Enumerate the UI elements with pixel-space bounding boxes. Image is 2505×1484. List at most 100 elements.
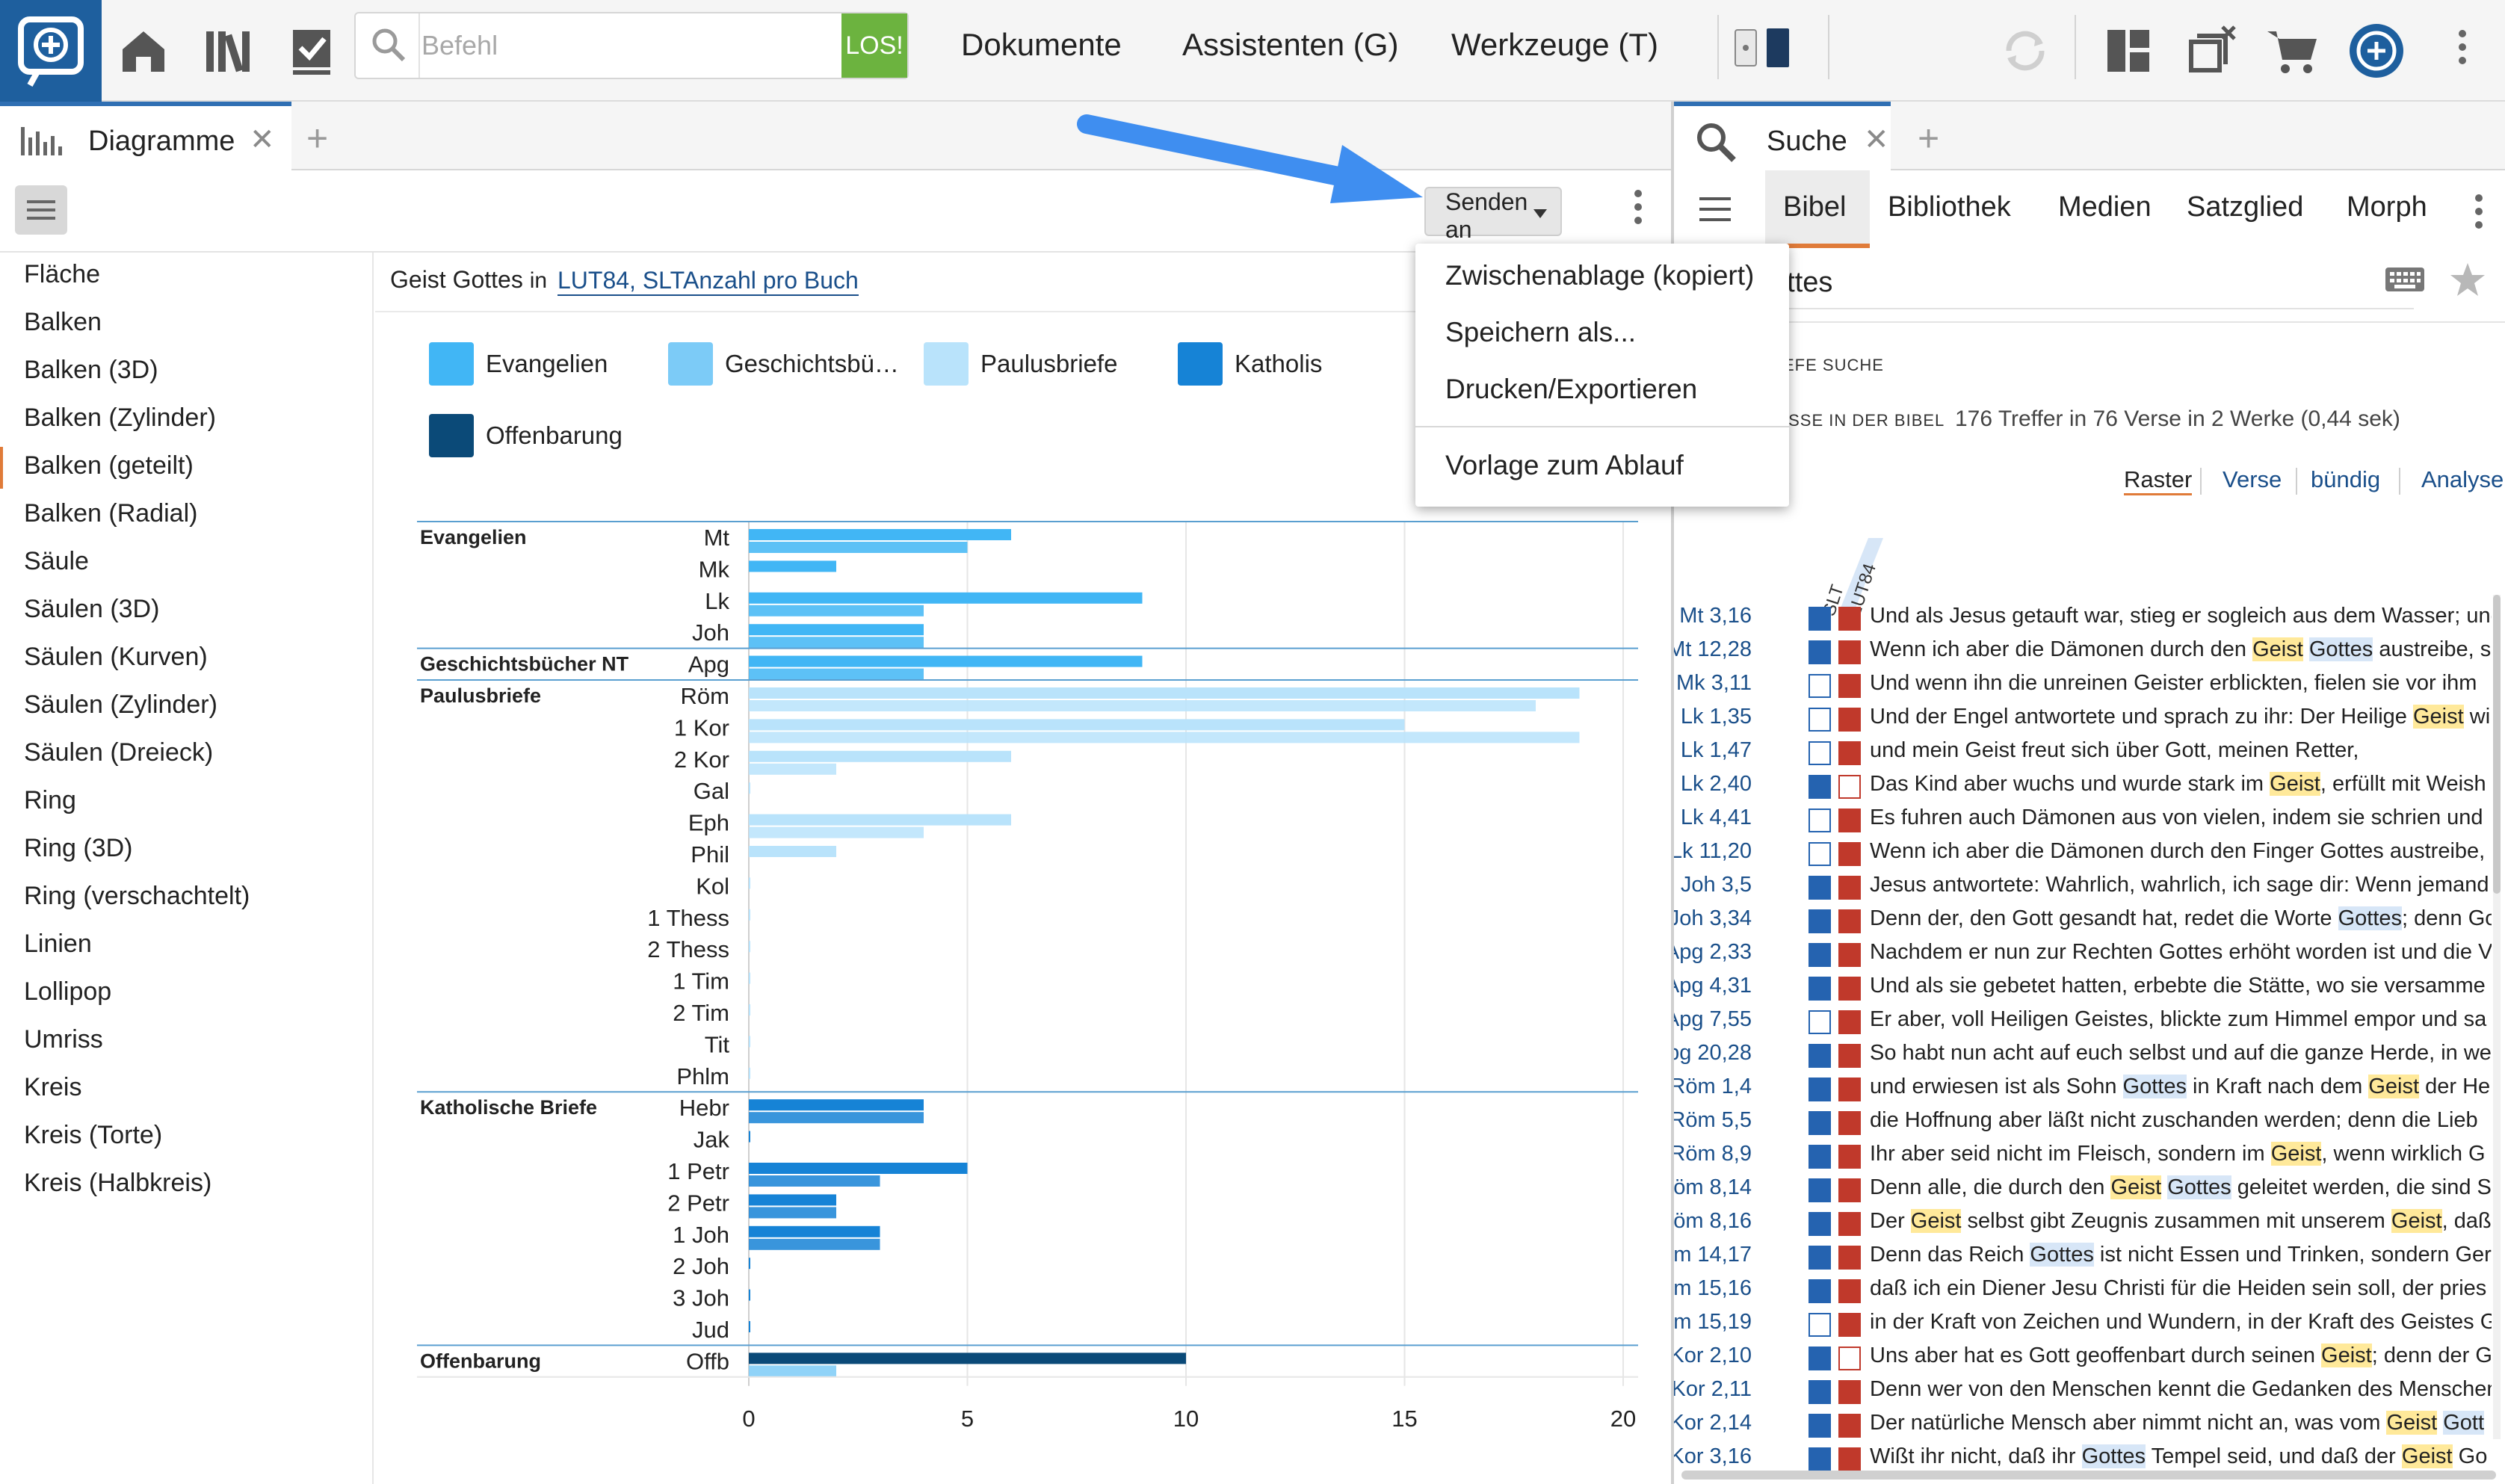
verse-reference-link[interactable]: Lk 1,35 <box>1680 705 1752 729</box>
close-windows-icon[interactable] <box>2179 19 2242 86</box>
verse-row[interactable]: Mk 3,11 Und wenn ihn die unreinen Geister… <box>1674 668 2505 702</box>
chart-type-item[interactable]: Umriss <box>24 1025 103 1054</box>
verse-reference-link[interactable]: Röm 15,19 <box>1674 1310 1752 1334</box>
bar[interactable] <box>749 700 1536 711</box>
menu-item-clipboard[interactable]: Zwischenablage (kopiert) <box>1445 260 1755 291</box>
lut84-hit-cell[interactable] <box>1838 1313 1861 1337</box>
slt-hit-cell[interactable] <box>1809 1178 1831 1202</box>
chart-type-item[interactable]: Kreis (Torte) <box>24 1121 163 1149</box>
search-input[interactable] <box>1771 257 2414 309</box>
bar[interactable] <box>749 1099 924 1111</box>
verse-reference-link[interactable]: Lk 4,41 <box>1680 806 1752 829</box>
lut84-hit-cell[interactable] <box>1838 1347 1861 1370</box>
slt-hit-cell[interactable] <box>1809 1347 1831 1370</box>
verse-reference-link[interactable]: Mk 3,11 <box>1675 671 1752 695</box>
bar[interactable] <box>749 1112 924 1124</box>
lut84-hit-cell[interactable] <box>1838 876 1861 900</box>
add-tab-icon[interactable]: + <box>306 117 329 159</box>
slt-hit-cell[interactable] <box>1809 1010 1831 1034</box>
verse-row[interactable]: Lk 2,40 Das Kind aber wuchs und wurde sta… <box>1674 769 2505 803</box>
lut84-hit-cell[interactable] <box>1838 943 1861 967</box>
view-tab-grid[interactable]: Raster <box>2124 466 2193 495</box>
slt-hit-cell[interactable] <box>1809 1111 1831 1135</box>
verse-reference-link[interactable]: Röm 8,16 <box>1674 1209 1752 1233</box>
chart-type-item[interactable]: Ring (3D) <box>24 834 133 862</box>
verse-row[interactable]: Apg 20,28 So habt nun acht auf euch selbs… <box>1674 1038 2505 1072</box>
bar[interactable] <box>749 826 924 838</box>
verse-reference-link[interactable]: 1 Kor 2,10 <box>1674 1344 1752 1367</box>
lut84-hit-cell[interactable] <box>1838 1279 1861 1303</box>
legend-swatch[interactable] <box>429 414 474 457</box>
slt-hit-cell[interactable] <box>1809 1044 1831 1068</box>
chart-type-item[interactable]: Säulen (Dreieck) <box>24 738 214 767</box>
verse-row[interactable]: Lk 4,41 Es fuhren auch Dämonen aus von vi… <box>1674 803 2505 836</box>
account-icon[interactable] <box>2344 18 2409 87</box>
chart-type-item[interactable]: Säulen (Kurven) <box>24 643 208 671</box>
bar[interactable] <box>749 1067 750 1079</box>
menu-documents[interactable]: Dokumente <box>961 27 1122 62</box>
slt-hit-cell[interactable] <box>1809 943 1831 967</box>
slt-hit-cell[interactable] <box>1809 1078 1831 1101</box>
lut84-hit-cell[interactable] <box>1838 1212 1861 1236</box>
chart-type-item[interactable]: Säulen (3D) <box>24 595 160 623</box>
bar[interactable] <box>749 605 924 616</box>
bar[interactable] <box>749 1194 836 1206</box>
slt-hit-cell[interactable] <box>1809 674 1831 698</box>
sync-icon[interactable] <box>1994 19 2057 86</box>
menu-assistants[interactable]: Assistenten (G) <box>1182 27 1399 62</box>
bar[interactable] <box>749 814 1011 826</box>
slt-hit-cell[interactable] <box>1809 775 1831 799</box>
verse-reference-link[interactable]: Apg 4,31 <box>1674 974 1752 998</box>
lut84-hit-cell[interactable] <box>1838 1447 1861 1471</box>
view-tab-verses[interactable]: Verse <box>2223 466 2282 492</box>
chart-type-item[interactable]: Lollipop <box>24 977 112 1006</box>
panel-menu-button[interactable] <box>15 185 67 235</box>
menu-item-print-export[interactable]: Drucken/Exportieren <box>1445 374 1698 404</box>
verse-row[interactable]: 1 Kor 2,14 Der natürliche Mensch aber nim… <box>1674 1408 2505 1441</box>
bar[interactable] <box>749 1175 880 1187</box>
star-icon[interactable] <box>2447 259 2489 304</box>
verse-row[interactable]: Apg 4,31 Und als sie gebetet hatten, erbe… <box>1674 971 2505 1004</box>
verse-row[interactable]: 1 Kor 2,10 Uns aber hat es Gott geoffenba… <box>1674 1341 2505 1374</box>
bar[interactable] <box>749 1131 750 1143</box>
tab-library[interactable]: Bibliothek <box>1888 191 2011 223</box>
verse-reference-link[interactable]: Röm 1,4 <box>1674 1075 1752 1098</box>
bar[interactable] <box>749 909 750 921</box>
verse-reference-link[interactable]: Lk 2,40 <box>1680 772 1752 796</box>
legend-entry[interactable]: Katholis <box>1235 350 1323 377</box>
bar[interactable] <box>749 624 924 636</box>
bar[interactable] <box>749 732 1580 743</box>
add-tab-icon[interactable]: + <box>1918 117 1940 159</box>
bar[interactable] <box>749 750 1011 762</box>
slt-hit-cell[interactable] <box>1809 842 1831 866</box>
bar[interactable] <box>749 592 1143 604</box>
tab-media[interactable]: Medien <box>2058 191 2152 223</box>
menu-item-save-as[interactable]: Speichern als... <box>1445 317 1637 347</box>
verse-row[interactable]: 1 Kor 2,11 Denn wer von den Menschen kenn… <box>1674 1374 2505 1408</box>
lut84-hit-cell[interactable] <box>1838 1145 1861 1169</box>
lut84-hit-cell[interactable] <box>1838 1111 1861 1135</box>
bar[interactable] <box>749 941 750 953</box>
bar[interactable] <box>749 655 1143 667</box>
lut84-hit-cell[interactable] <box>1838 741 1861 765</box>
verse-reference-link[interactable]: Mt 3,16 <box>1679 604 1752 628</box>
lut84-hit-cell[interactable] <box>1838 842 1861 866</box>
verse-row[interactable]: Röm 5,5 die Hoffnung aber läßt nicht zusc… <box>1674 1105 2505 1139</box>
keyboard-icon[interactable] <box>2384 263 2426 300</box>
bar[interactable] <box>749 1225 880 1237</box>
verse-reference-link[interactable]: Röm 8,14 <box>1674 1175 1752 1199</box>
bar[interactable] <box>749 637 924 649</box>
verse-row[interactable]: Röm 15,19 in der Kraft von Zeichen und Wu… <box>1674 1307 2505 1341</box>
bar[interactable] <box>749 1163 968 1174</box>
chart-type-item[interactable]: Fläche <box>24 260 101 288</box>
chart-type-item[interactable]: Kreis <box>24 1073 82 1101</box>
verse-row[interactable]: Röm 14,17 Denn das Reich Gottes ist nicht… <box>1674 1240 2505 1273</box>
verse-reference-link[interactable]: Apg 2,33 <box>1674 940 1752 964</box>
lut84-hit-cell[interactable] <box>1838 640 1861 664</box>
tab-clause[interactable]: Satzglied <box>2187 191 2304 223</box>
panel-more-icon[interactable] <box>1634 190 1643 230</box>
legend-entry[interactable]: Offenbarung <box>486 421 623 449</box>
slt-hit-cell[interactable] <box>1809 607 1831 631</box>
verse-row[interactable]: Lk 1,47 und mein Geist freut sich über Go… <box>1674 735 2505 769</box>
slt-hit-cell[interactable] <box>1809 977 1831 1001</box>
